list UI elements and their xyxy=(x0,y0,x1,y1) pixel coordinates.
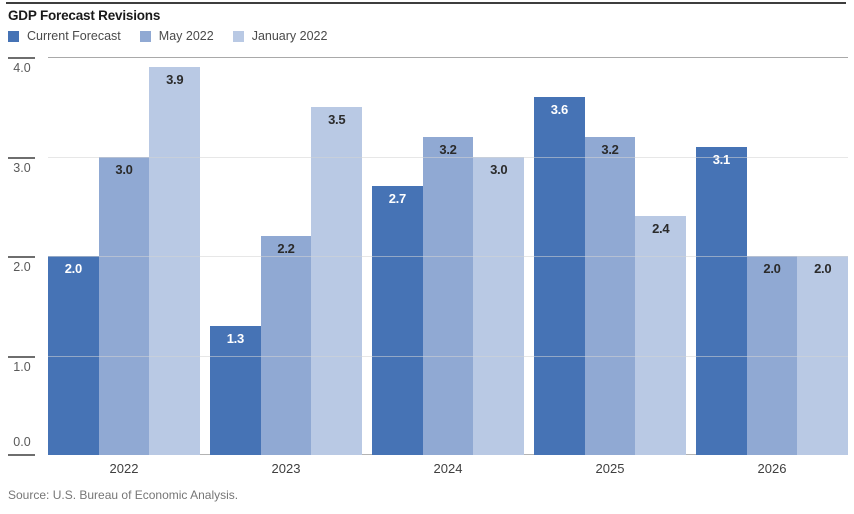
bar-value-label: 2.4 xyxy=(652,221,670,237)
bars-area: 2.0 3.0 3.9 1.3 2.2 3.5 2.7 3.2 3.0 3.6 3.2 2.4 3.1 2… xyxy=(48,57,849,455)
x-axis-label-2025: 2025 xyxy=(595,461,625,476)
legend-item-1: May 2022 xyxy=(139,29,214,43)
bar-value-label: 3.2 xyxy=(601,141,619,157)
bar-value-label: 3.6 xyxy=(550,101,568,117)
bar-group-2024: 2.7 3.2 3.0 xyxy=(372,57,525,455)
bar-2025-series-2: 2.4 xyxy=(635,216,687,455)
bar-2022-series-0: 2.0 xyxy=(48,256,99,455)
bar-value-label: 3.9 xyxy=(166,71,184,87)
bar-value-label: 3.1 xyxy=(712,151,730,167)
y-tick-mark xyxy=(8,57,35,59)
x-axis-label-2022: 2022 xyxy=(109,461,139,476)
bar-2023-series-0: 1.3 xyxy=(210,325,261,455)
y-tick-label: 0.0 xyxy=(13,435,31,449)
legend-item-2: January 2022 xyxy=(232,29,328,43)
bar-2024-series-2: 3.0 xyxy=(473,156,525,455)
gridline-4.0 xyxy=(48,57,848,58)
bar-2025-series-1: 3.2 xyxy=(584,136,636,455)
gridline-1.0 xyxy=(48,356,848,357)
y-tick-label: 3.0 xyxy=(13,161,31,175)
bar-2024-series-0: 2.7 xyxy=(372,186,423,455)
source-note: Source: U.S. Bureau of Economic Analysis… xyxy=(8,488,239,502)
bar-2026-series-0: 3.1 xyxy=(696,146,747,455)
bar-value-label: 2.0 xyxy=(64,261,82,276)
bar-group-2026: 3.1 2.0 2.0 xyxy=(696,57,849,455)
bar-2022-series-2: 3.9 xyxy=(149,66,201,455)
bar-value-label: 2.0 xyxy=(814,261,832,276)
x-axis-label-2023: 2023 xyxy=(271,461,301,476)
legend-label: Current Forecast xyxy=(27,29,121,43)
bar-2025-series-0: 3.6 xyxy=(534,96,585,455)
bar-2024-series-1: 3.2 xyxy=(422,136,474,455)
x-axis-label-2026: 2026 xyxy=(757,461,787,476)
bar-2026-series-1: 2.0 xyxy=(746,256,798,455)
bar-value-label: 3.2 xyxy=(439,141,457,157)
y-tick-mark xyxy=(8,157,35,159)
legend-swatch-icon xyxy=(8,30,19,42)
bar-value-label: 3.0 xyxy=(115,161,133,177)
bar-2026-series-2: 2.0 xyxy=(797,256,849,455)
bar-value-label: 3.5 xyxy=(328,111,346,127)
gridline-2.0 xyxy=(48,256,848,257)
bar-value-label: 2.7 xyxy=(388,191,406,207)
bar-value-label: 2.2 xyxy=(277,241,295,257)
legend-swatch-icon xyxy=(232,30,244,42)
legend-item-0: Current Forecast xyxy=(8,29,121,43)
bar-group-2022: 2.0 3.0 3.9 xyxy=(48,57,201,455)
legend-swatch-icon xyxy=(139,30,151,42)
bar-2022-series-1: 3.0 xyxy=(98,156,150,455)
y-tick-mark xyxy=(8,356,35,358)
y-tick-label: 2.0 xyxy=(13,260,31,274)
legend: Current Forecast May 2022 January 2022 xyxy=(8,29,327,43)
bar-2023-series-1: 2.2 xyxy=(260,236,312,455)
legend-label: May 2022 xyxy=(158,29,214,43)
bar-value-label: 2.0 xyxy=(763,261,781,276)
x-axis-label-2024: 2024 xyxy=(433,461,463,476)
bar-value-label: 1.3 xyxy=(226,330,244,346)
y-tick-label: 1.0 xyxy=(13,360,31,374)
bar-group-2023: 1.3 2.2 3.5 xyxy=(210,57,363,455)
legend-label: January 2022 xyxy=(251,29,328,43)
gridline-3.0 xyxy=(48,157,848,158)
bar-2023-series-2: 3.5 xyxy=(311,106,363,455)
x-axis-labels: 2022 2023 2024 2025 2026 xyxy=(48,461,848,476)
bar-value-label: 3.0 xyxy=(490,161,508,177)
top-rule xyxy=(6,2,846,4)
y-tick-mark xyxy=(8,454,35,456)
plot-area: 2.0 3.0 3.9 1.3 2.2 3.5 2.7 3.2 3.0 3.6 3.2 2.4 3.1 2… xyxy=(0,57,854,456)
y-tick-mark xyxy=(8,256,35,258)
y-tick-label: 4.0 xyxy=(13,61,31,75)
chart-title: GDP Forecast Revisions xyxy=(8,8,161,23)
